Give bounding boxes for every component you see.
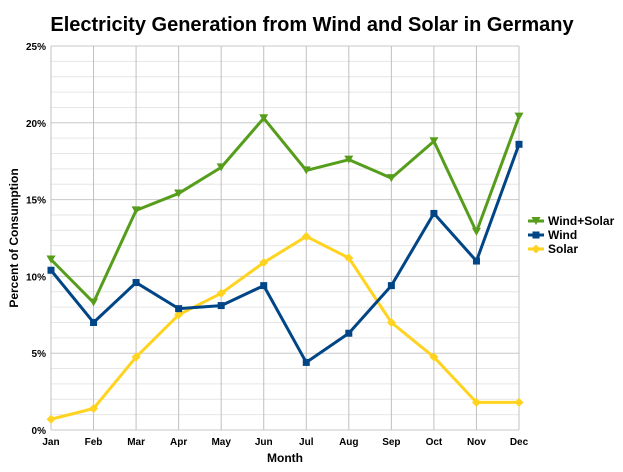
data-point-wind-solar [386,174,396,183]
data-point-wind [90,318,98,326]
y-tick-label: 20% [26,119,46,130]
y-axis-ticks: 0% 5% 10% 15% 20% 25% [26,42,46,437]
y-tick-label: 10% [26,272,46,283]
data-point-solar [89,403,99,413]
data-point-solar [471,397,481,407]
data-point-wind [472,257,480,265]
y-tick-label: 0% [32,426,47,437]
grid [50,45,520,431]
x-tick-label: Jul [299,437,314,448]
x-tick-label: Sep [382,437,400,448]
data-point-solar [131,352,141,362]
series-layer [46,112,524,424]
data-point-wind-solar [174,189,184,198]
legend-label-solar: Solar [548,242,578,256]
series-line-wind-solar [49,116,521,305]
x-tick-label: Aug [339,437,358,448]
x-axis-ticks: Jan Feb Mar Apr May Jun Jul Aug Sep Oct Nov Dec [42,437,528,448]
data-point-wind [260,282,268,290]
series-solar [46,231,524,424]
data-point-wind-solar [131,206,141,215]
x-tick-label: Jan [42,437,59,448]
x-tick-label: Feb [85,437,103,448]
chart-title: Electricity Generation from Wind and Sol… [50,14,574,36]
x-axis-label: Month [267,451,303,465]
data-point-solar [386,317,396,327]
series-line-solar [50,234,519,421]
legend-label-wind-solar: Wind+Solar [548,214,615,228]
data-point-wind [345,329,353,337]
data-point-wind-solar [259,114,269,123]
x-tick-label: Apr [170,437,187,448]
data-point-solar [174,310,184,320]
data-point-wind-solar [301,166,311,175]
legend-marker-solar [531,244,541,254]
data-point-wind-solar [471,227,481,236]
data-point-wind-solar [46,255,56,264]
data-point-solar [259,258,269,268]
series-wind-solar [46,112,524,307]
data-point-solar [429,352,439,362]
data-point-wind [47,266,55,274]
data-point-wind-solar [89,298,99,307]
data-point-wind [302,358,310,366]
series-wind [47,140,523,366]
data-point-wind [430,209,438,217]
x-tick-label: Jun [255,437,273,448]
x-tick-label: Oct [426,437,443,448]
legend-marker-wind-solar [531,217,541,225]
x-tick-label: Mar [127,437,145,448]
x-tick-label: Dec [510,437,529,448]
data-point-wind [175,305,183,313]
y-axis-label: Percent of Consumption [7,168,21,307]
data-point-solar [301,231,311,241]
y-tick-label: 25% [26,42,46,53]
x-tick-label: May [211,437,231,448]
legend-label-wind: Wind [548,228,577,242]
y-tick-label: 5% [32,349,47,360]
data-point-solar [216,288,226,298]
data-point-wind [387,282,395,290]
data-point-wind [217,302,225,310]
x-tick-label: Nov [467,437,486,448]
series-line-wind [49,143,521,364]
y-tick-label: 15% [26,196,46,207]
data-point-wind-solar [429,137,439,146]
data-point-solar [46,414,56,424]
legend-marker-wind [532,231,540,239]
data-point-wind-solar [514,112,524,121]
data-point-wind [132,279,140,287]
data-point-solar [344,253,354,263]
data-point-solar [514,397,524,407]
data-point-wind-solar [216,163,226,172]
data-point-wind-solar [344,155,354,164]
data-point-wind [515,140,523,148]
